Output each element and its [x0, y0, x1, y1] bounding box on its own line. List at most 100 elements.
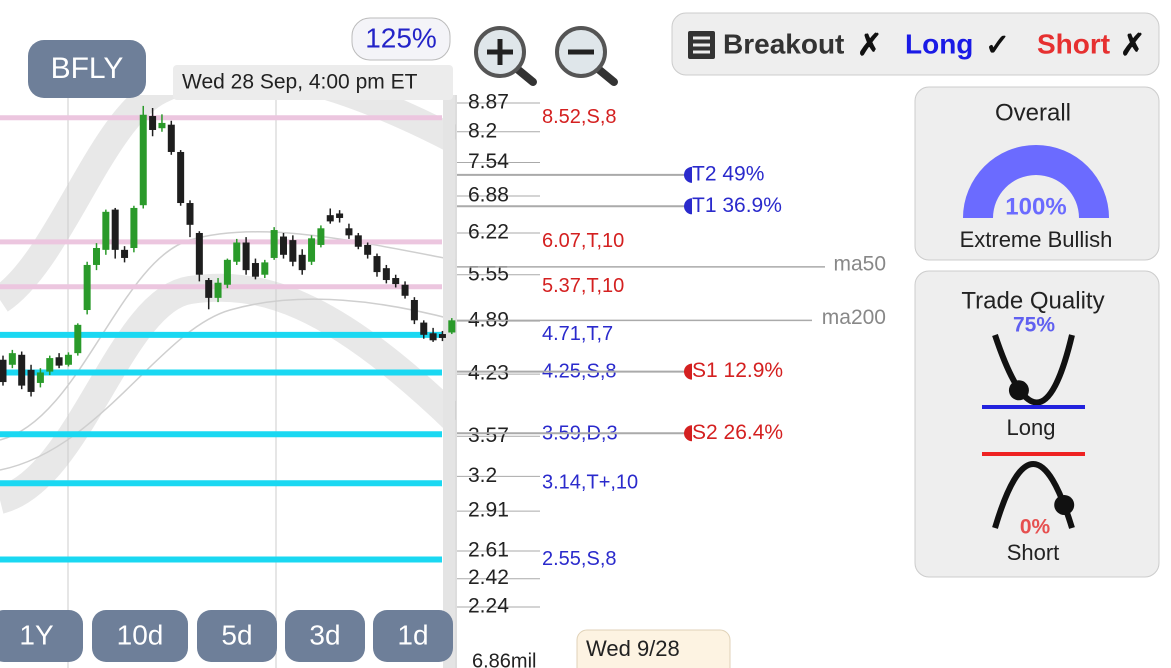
period-button[interactable]	[92, 610, 188, 662]
candle-body	[233, 242, 241, 262]
y-tick-label: 6.88	[468, 184, 509, 207]
y-tick-label: 6.22	[468, 221, 509, 244]
candle-body	[354, 235, 362, 247]
candle-body	[392, 278, 400, 285]
candle-body	[130, 207, 138, 248]
overall-title: Overall	[995, 99, 1071, 126]
footer-date: Wed 9/28	[586, 636, 680, 661]
period-button[interactable]	[197, 610, 277, 662]
target-icon	[684, 198, 692, 215]
candle-body	[429, 333, 437, 341]
period-label[interactable]: 1Y	[19, 619, 54, 650]
candle-body	[102, 211, 110, 250]
zoom-in[interactable]	[474, 26, 537, 86]
candle-body	[261, 262, 269, 275]
candle-body	[64, 354, 72, 365]
y-tick-label: 2.91	[468, 499, 509, 522]
level-label: 3.14,T+,10	[542, 472, 638, 494]
volume-label: 6.86mil	[472, 650, 536, 668]
signal-label: Long	[905, 28, 973, 59]
candle-body	[149, 116, 157, 130]
y-tick-label: 4.23	[468, 362, 509, 385]
signals-panel	[671, 12, 1160, 76]
candle-body	[438, 334, 446, 338]
signal-state: ✗	[857, 29, 882, 62]
candle-body	[139, 114, 147, 206]
candle-body	[36, 372, 44, 383]
candle-body	[308, 238, 316, 262]
target-label: T2 49%	[692, 162, 764, 185]
candle-body	[27, 369, 35, 392]
long-curve	[992, 334, 1075, 406]
candle-body	[223, 259, 231, 285]
candle-body	[18, 354, 26, 386]
period-button[interactable]	[373, 610, 453, 662]
footer-date-box	[576, 629, 731, 668]
candle-body	[111, 209, 119, 250]
candle-body	[8, 353, 16, 365]
period-label[interactable]: 3d	[309, 619, 340, 650]
candle-body	[251, 263, 259, 277]
candle-body	[55, 357, 63, 366]
zoom-pill[interactable]	[351, 17, 451, 61]
ticker-button[interactable]	[28, 40, 146, 98]
period-label[interactable]: 5d	[221, 619, 252, 650]
trade-quality-panel	[914, 270, 1160, 578]
level-label: 2.55,S,8	[542, 548, 617, 570]
short-ball	[1054, 494, 1075, 515]
candle-body	[167, 124, 175, 152]
gauge-fill	[963, 145, 1109, 218]
target-label: T1 36.9%	[692, 194, 782, 217]
signal-state: ✗	[1120, 29, 1145, 62]
menu-icon[interactable]	[688, 31, 715, 59]
ma-label: ma50	[833, 252, 886, 275]
candle-body	[0, 359, 7, 383]
candle-body	[420, 322, 428, 335]
candle-body	[242, 242, 250, 271]
candle-body	[158, 122, 166, 129]
candle-body	[186, 203, 194, 225]
signal-label: Breakout	[723, 28, 844, 59]
candle-body	[214, 282, 222, 298]
ma-curve	[0, 298, 456, 471]
y-tick-label: 2.42	[468, 566, 509, 589]
candle-body	[205, 280, 213, 298]
candle-body	[401, 284, 409, 296]
target-icon	[684, 363, 692, 380]
datetime: Wed 28 Sep, 4:00 pm ET	[182, 71, 418, 94]
target-icon	[684, 425, 692, 442]
y-tick-label: 8.2	[468, 119, 497, 142]
candle-body	[74, 324, 82, 354]
candle-body	[317, 228, 325, 245]
target-label: S1 12.9%	[692, 359, 783, 382]
y-tick-label: 2.24	[468, 595, 509, 618]
candle-body	[373, 256, 381, 273]
period-label[interactable]: 1d	[397, 619, 428, 650]
y-tick-label: 8.87	[468, 91, 509, 114]
period-label[interactable]: 10d	[117, 619, 164, 650]
long-ball	[1008, 380, 1029, 401]
zoom-out[interactable]	[555, 26, 618, 86]
ticker[interactable]: BFLY	[51, 52, 124, 85]
long-value: 75%	[1013, 314, 1055, 337]
candle-body	[121, 249, 129, 258]
signal-state: ✓	[985, 29, 1010, 62]
period-button[interactable]	[0, 610, 83, 662]
candle-body	[336, 213, 344, 218]
trade-quality-title: Trade Quality	[961, 287, 1104, 314]
period-button[interactable]	[285, 610, 365, 662]
candle-body	[93, 247, 100, 265]
candle-body	[177, 151, 185, 204]
zoom-level[interactable]: 125%	[365, 22, 437, 53]
date-box	[173, 65, 453, 100]
ma-label: ma200	[822, 306, 886, 329]
candle-body	[280, 236, 287, 255]
long-label: Long	[1007, 415, 1056, 440]
target-label: S2 26.4%	[692, 421, 783, 444]
y-tick-label: 5.55	[468, 262, 509, 285]
y-tick-label: 7.54	[468, 150, 509, 173]
overall-rating: Extreme Bullish	[960, 227, 1113, 252]
band	[0, 95, 456, 312]
